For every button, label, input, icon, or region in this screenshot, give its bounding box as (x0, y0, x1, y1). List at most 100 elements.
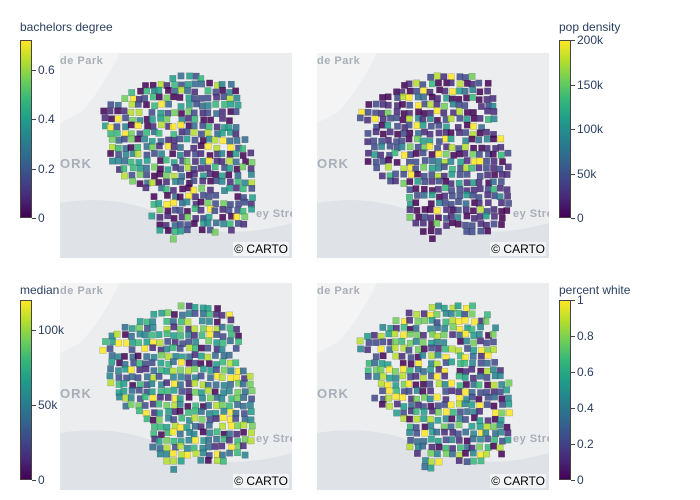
census-tract[interactable] (177, 373, 185, 381)
census-tract[interactable] (169, 450, 177, 457)
census-tract[interactable] (484, 381, 491, 389)
census-tract[interactable] (468, 310, 476, 318)
census-tract[interactable] (421, 463, 429, 471)
census-tract[interactable] (144, 324, 151, 332)
census-tract[interactable] (412, 219, 420, 227)
census-tract[interactable] (448, 170, 456, 178)
census-tract[interactable] (400, 180, 408, 187)
census-tract[interactable] (468, 222, 476, 230)
census-tract[interactable] (219, 206, 227, 213)
census-tract[interactable] (392, 368, 399, 375)
census-tract[interactable] (490, 220, 498, 228)
census-tract[interactable] (158, 367, 165, 374)
census-tract[interactable] (239, 163, 247, 171)
census-tract[interactable] (412, 424, 420, 431)
census-tract[interactable] (246, 380, 254, 388)
census-tract[interactable] (211, 443, 219, 450)
census-tract[interactable] (171, 380, 178, 388)
census-tract[interactable] (492, 324, 499, 332)
census-tract[interactable] (484, 351, 492, 359)
census-tract[interactable] (468, 80, 476, 88)
census-tract[interactable] (163, 94, 171, 102)
census-tract[interactable] (462, 129, 470, 136)
census-tract[interactable] (177, 144, 184, 151)
census-tract[interactable] (391, 149, 399, 157)
census-tract[interactable] (419, 149, 427, 157)
census-tract[interactable] (414, 450, 421, 457)
census-tract[interactable] (247, 149, 255, 157)
census-tract[interactable] (214, 305, 221, 312)
census-tract[interactable] (156, 213, 164, 221)
census-tract[interactable] (490, 423, 498, 431)
census-tract[interactable] (128, 100, 136, 108)
census-tract[interactable] (225, 206, 233, 214)
census-tract[interactable] (113, 123, 121, 131)
census-tract[interactable] (427, 115, 434, 123)
census-tract[interactable] (407, 436, 414, 444)
census-tract[interactable] (198, 344, 205, 352)
census-tract[interactable] (426, 395, 434, 403)
census-tract[interactable] (407, 330, 414, 338)
census-tract[interactable] (370, 331, 378, 339)
census-tract[interactable] (400, 331, 407, 339)
census-tract[interactable] (435, 129, 443, 137)
census-tract[interactable] (400, 170, 408, 178)
census-tract[interactable] (399, 365, 407, 373)
census-tract[interactable] (461, 316, 469, 324)
census-tract[interactable] (490, 346, 497, 353)
census-tract[interactable] (447, 212, 455, 220)
census-tract[interactable] (379, 338, 387, 346)
census-tract[interactable] (155, 129, 163, 137)
census-tract[interactable] (127, 109, 135, 116)
census-tract[interactable] (128, 387, 136, 394)
census-tract[interactable] (136, 318, 144, 325)
census-tract[interactable] (150, 310, 158, 318)
census-tract[interactable] (163, 450, 171, 458)
census-tract[interactable] (461, 143, 469, 151)
census-tract[interactable] (136, 360, 143, 367)
census-tract[interactable] (211, 388, 219, 396)
census-tract[interactable] (476, 88, 484, 96)
census-tract[interactable] (234, 101, 242, 109)
census-tract[interactable] (406, 101, 414, 109)
census-tract[interactable] (234, 389, 242, 396)
census-tract[interactable] (192, 158, 199, 165)
census-tract[interactable] (121, 353, 128, 360)
census-tract[interactable] (456, 80, 464, 88)
census-tract[interactable] (372, 128, 380, 136)
census-tract[interactable] (456, 129, 463, 136)
census-tract[interactable] (450, 109, 457, 117)
census-tract[interactable] (232, 345, 240, 352)
census-tract[interactable] (475, 331, 483, 338)
census-tract[interactable] (477, 451, 484, 459)
census-tract[interactable] (185, 94, 193, 102)
census-tract[interactable] (442, 345, 449, 353)
census-tract[interactable] (226, 117, 233, 125)
census-tract[interactable] (218, 323, 226, 331)
census-tract[interactable] (191, 136, 199, 144)
census-tract[interactable] (484, 79, 492, 87)
census-tract[interactable] (468, 365, 476, 373)
census-tract[interactable] (398, 352, 406, 360)
census-tract[interactable] (412, 408, 420, 415)
census-tract[interactable] (191, 310, 199, 317)
census-tract[interactable] (149, 93, 157, 101)
census-tract[interactable] (476, 185, 484, 193)
census-tract[interactable] (212, 100, 220, 108)
census-tract[interactable] (379, 372, 387, 380)
census-tract[interactable] (484, 393, 492, 401)
census-tract[interactable] (421, 157, 429, 164)
census-tract[interactable] (483, 368, 491, 375)
census-tract[interactable] (385, 156, 392, 164)
census-tract[interactable] (170, 323, 178, 331)
census-tract[interactable] (386, 374, 393, 382)
census-tract[interactable] (109, 338, 117, 346)
census-tract[interactable] (470, 144, 477, 152)
census-tract[interactable] (406, 429, 413, 436)
census-tract[interactable] (239, 152, 247, 159)
census-tract[interactable] (365, 149, 372, 157)
census-tract[interactable] (456, 382, 464, 390)
census-tract[interactable] (421, 317, 429, 324)
census-tract[interactable] (213, 318, 221, 326)
census-tract[interactable] (198, 130, 205, 138)
